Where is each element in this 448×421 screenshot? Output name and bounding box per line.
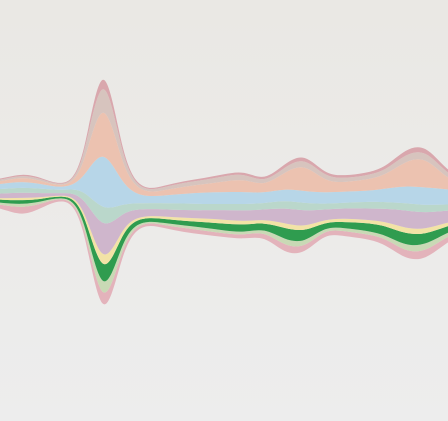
stream-layer-5 bbox=[0, 192, 448, 255]
stream-layer-3 bbox=[0, 196, 448, 282]
stream-layer-4 bbox=[0, 195, 448, 265]
stream-layers bbox=[0, 79, 448, 305]
stream-layer-6 bbox=[0, 187, 448, 224]
stream-layer-2 bbox=[0, 198, 448, 293]
stream-layer-8 bbox=[0, 112, 448, 197]
stream-layer-10 bbox=[0, 79, 448, 190]
stream-layer-9 bbox=[0, 89, 448, 192]
stream-layer-7 bbox=[0, 156, 448, 208]
stream-layer-1 bbox=[0, 199, 448, 305]
